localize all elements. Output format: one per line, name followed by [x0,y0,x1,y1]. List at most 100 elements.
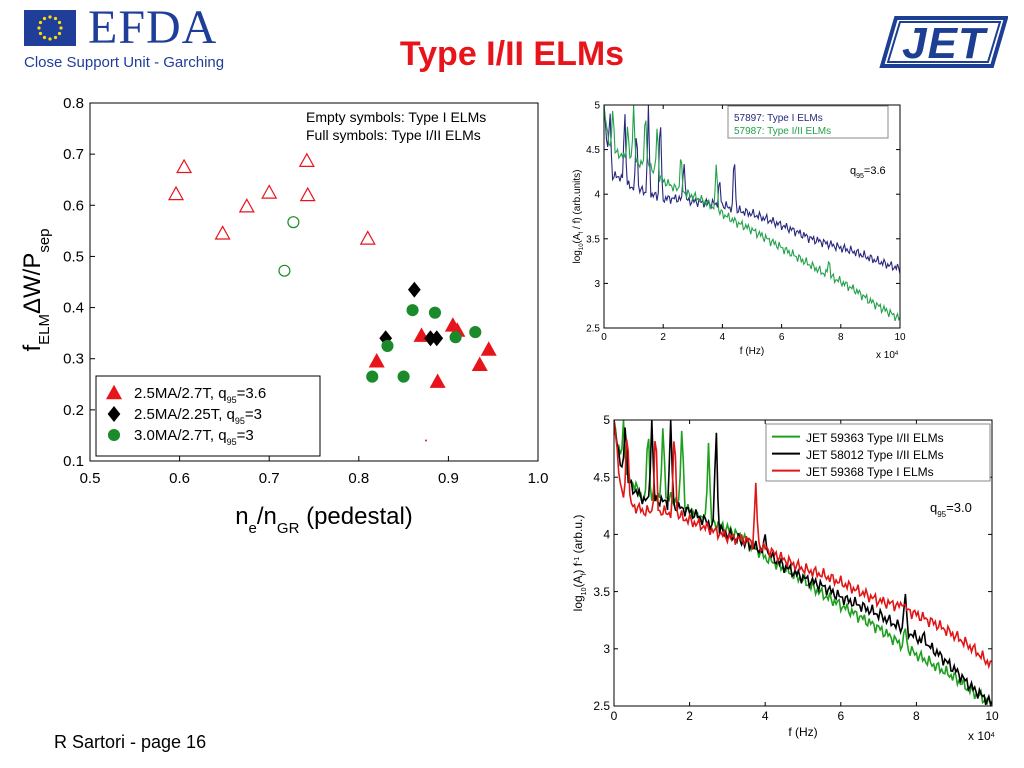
x-tick-label: 0 [601,332,607,343]
x-axis-label: f (Hz) [788,725,817,739]
legend-label: JET 58012 Type I/II ELMs [806,448,944,462]
flag-star [42,16,47,21]
data-point-filled-circle [366,370,379,383]
x-axis-label: ne/nGR (pedestal) [235,503,413,537]
data-point-open-triangle [167,185,185,201]
jet-logo-text: JET [902,19,988,68]
x-tick-label: 0.5 [80,470,101,487]
data-point-filled-diamond [407,281,421,298]
legend-label: 2.5MA/2.7T, q95=3.6 [134,385,266,405]
efda-name: EFDA [88,1,218,54]
flag-star [42,35,47,40]
data-point-open-circle [278,264,291,277]
data-point-filled-circle [381,339,394,352]
flag-star [59,26,63,30]
x-tick-label: 8 [838,332,844,343]
data-point-open-triangle [176,158,193,174]
data-point-open-triangle [261,184,278,199]
y-axis-label: fELMΔW/Psep [19,228,53,351]
spectrum-chart-bottom: 0 2 4 6 8 10 2.5 3 3.5 4 4.5 5 f (Hz) x 104 log10(Af) … [571,413,999,743]
y-tick-label: 0.5 [63,248,84,265]
jet-logo: JET [878,14,1009,70]
annotation-line: Empty symbols: Type I ELMs [306,109,486,125]
x-tick-label: 10 [985,709,999,723]
legend-box [765,423,991,482]
flag-star [38,31,43,36]
series-line-1 [604,105,900,322]
legend-box [727,105,889,139]
x-tick-label: 0 [611,709,618,723]
data-point-open-triangle [298,152,315,167]
y-tick-label: 4.5 [586,145,600,156]
x-tick-label: 0.9 [438,470,459,487]
legend-marker-diamond [107,406,121,422]
data-point-filled-circle [406,304,419,317]
legend-label: 57897: Type I ELMs [734,113,823,124]
legend-label: 3.0MA/2.7T, q95=3 [134,427,254,447]
legend-label: JET 59368 Type I ELMs [806,465,934,479]
x-tick-label: 1.0 [528,470,549,487]
data-point-open-triangle [359,230,376,245]
flag-star [57,31,62,36]
x-tick-label: 8 [913,709,920,723]
y-tick-label: 0.4 [63,300,84,317]
y-tick-label: 0.1 [63,453,84,470]
plot-frame [603,104,901,329]
data-point-filled-circle [469,326,482,339]
y-tick-label: 2.5 [593,699,610,713]
footer-text: R Sartori - page 16 [54,732,207,752]
plot-frame [613,419,993,707]
y-tick-label: 0.8 [63,95,84,112]
data-point-filled-diamond [430,330,444,347]
data-point-open-triangle [299,186,316,202]
data-point-filled-circle [397,370,410,383]
x-tick-label: 0.6 [169,470,190,487]
flag-star [48,37,52,41]
y-tick-label: 0.3 [63,351,84,368]
y-tick-label: 3 [603,642,610,656]
slide-title: Type I/II ELMs [399,35,625,73]
eu-flag-icon [24,10,76,46]
x-tick-label: 6 [779,332,785,343]
data-point-filled-triangle [480,341,497,356]
x-tick-label: 4 [762,709,769,723]
x-multiplier: x 104 [876,350,899,361]
x-tick-label: 2 [660,332,666,343]
efda-logo: EFDA Close Support Unit - Garching [24,2,254,76]
x-tick-label: 0.8 [348,470,369,487]
data-point-open-triangle [238,198,255,213]
y-tick-label: 5 [603,413,610,427]
series-line-0 [604,105,900,274]
legend-marker-circle [107,428,121,442]
y-tick-label: 0.2 [63,402,84,419]
annotation-line: Full symbols: Type I/II ELMs [306,127,481,143]
x-tick-label: 2 [686,709,693,723]
data-point-open-circle [287,216,300,229]
y-tick-label: 5 [594,101,600,112]
efda-subtitle: Close Support Unit - Garching [24,54,225,71]
x-tick-label: 0.7 [259,470,280,487]
flag-star [37,26,41,30]
x-axis-label: f (Hz) [740,346,764,357]
data-point-filled-circle [449,331,462,344]
flag-star [57,20,62,25]
y-tick-label: 2.5 [586,324,600,335]
y-tick-label: 0.6 [63,197,84,214]
x-multiplier: x 104 [968,729,995,743]
y-tick-label: 4 [594,190,600,201]
data-point-filled-triangle [429,373,446,388]
series-line-2 [614,420,992,670]
y-tick-label: 3 [594,279,600,290]
q95-annotation: q95=3.6 [850,165,886,180]
data-point-filled-circle [428,306,442,319]
data-point-filled-triangle [368,353,385,368]
x-tick-label: 6 [837,709,844,723]
y-tick-label: 3.5 [593,585,610,599]
flag-star [53,16,58,21]
scatter-chart: 0.5 0.6 0.7 0.8 0.9 1.0 0.1 0.2 0.3 0.4 0.5 0.6 0.7 0… [19,95,549,537]
x-tick-label: 10 [894,332,906,343]
data-point-open-triangle [214,225,231,240]
q95-annotation: q95=3.0 [930,500,972,519]
plot-frame [89,102,539,462]
legend-label: 2.5MA/2.25T, q95=3 [134,406,262,426]
